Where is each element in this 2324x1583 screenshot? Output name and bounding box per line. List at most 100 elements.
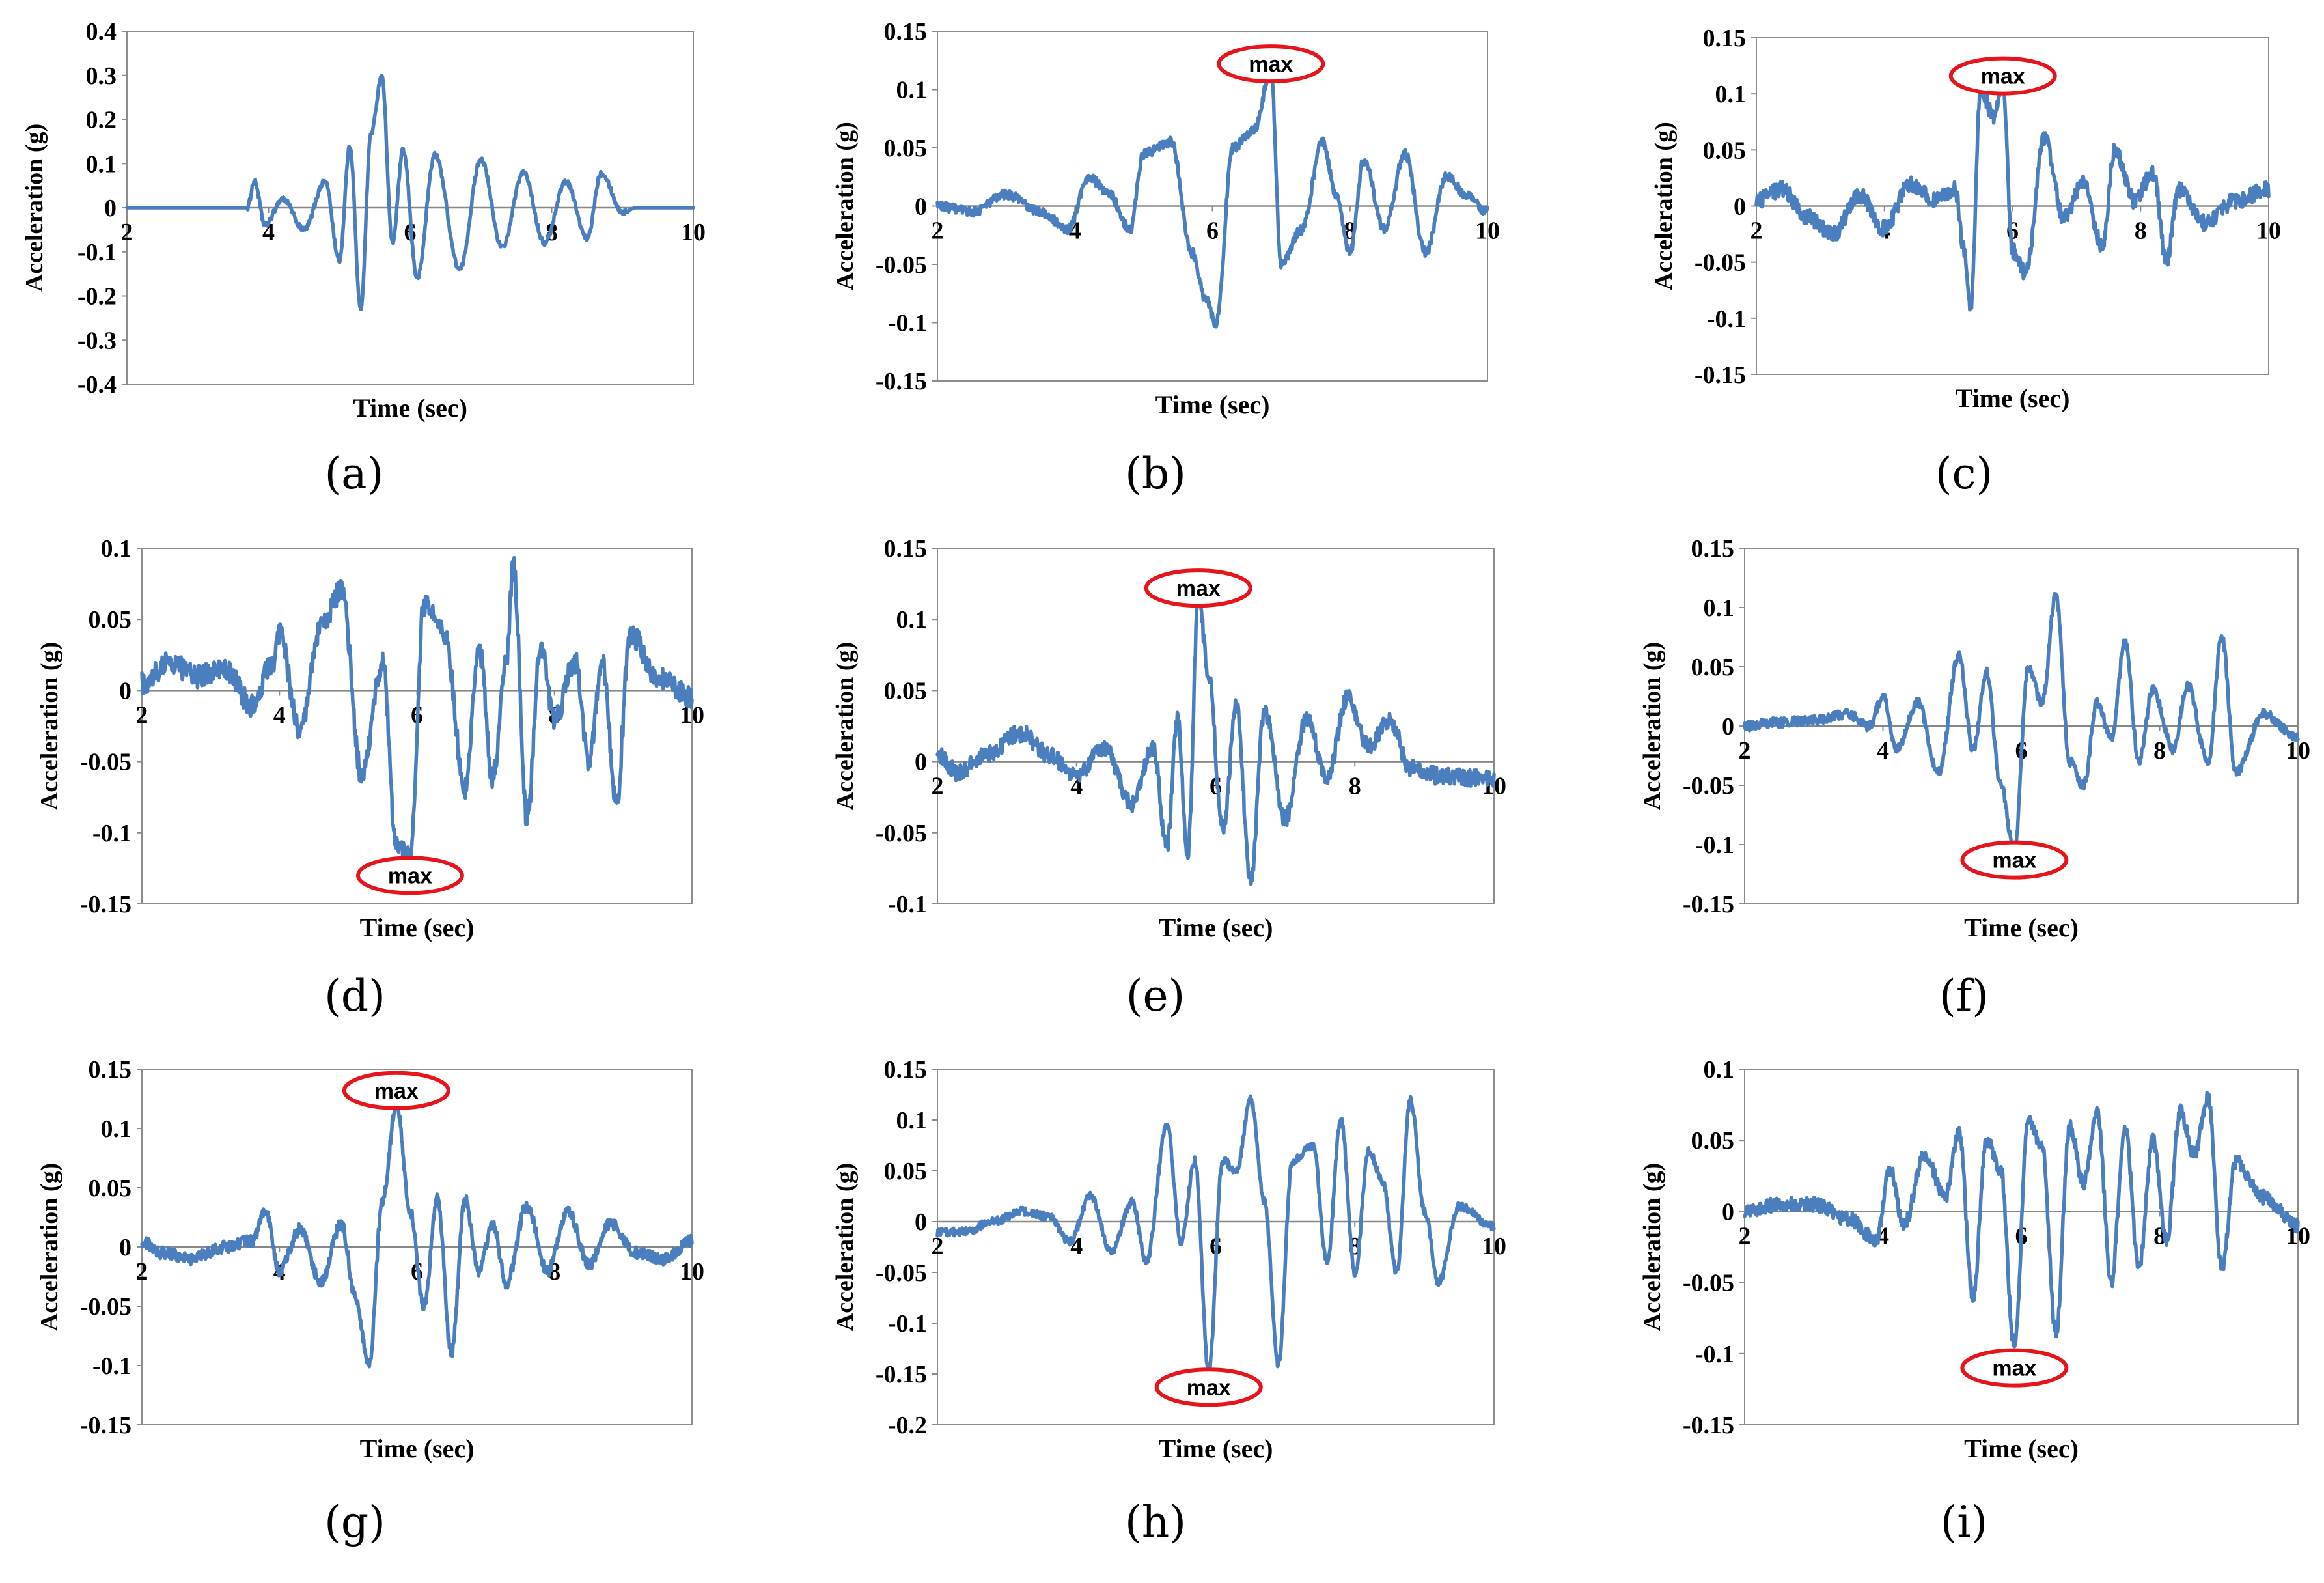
x-tick-label: 4 [273,701,286,729]
x-axis-title: Time (sec) [353,393,467,423]
x-tick-label: 10 [681,219,706,246]
x-tick-label: 2 [121,219,133,246]
y-axis-title: Acceleration (g) [831,642,859,811]
x-tick-label: 4 [1070,1233,1083,1260]
max-annotation-label: max [1981,64,2025,89]
y-tick-label: -0.4 [77,371,117,399]
y-tick-label: -0.05 [80,749,131,776]
y-tick-label: -0.15 [1683,891,1734,918]
y-axis-title: Acceleration (g) [36,642,63,811]
max-annotation-ellipse [342,1071,450,1110]
panel-caption: (d) [324,971,385,1021]
series-line-d [140,555,694,870]
x-tick-label: 10 [2256,217,2281,245]
max-annotation-ellipse [1960,1348,2069,1388]
x-tick-label: 2 [932,773,944,800]
y-tick-label: 0 [104,195,117,222]
y-tick-label: 0.1 [896,1107,928,1134]
y-tick-label: -0.05 [80,1293,131,1321]
x-tick-label: 10 [1475,217,1500,245]
chart-panel-b: 0.150.10.050-0.05-0.1-0.152 4 6 8 10maxTime … [831,18,1500,499]
panel-caption: (h) [1125,1497,1186,1547]
y-tick-label: -0.1 [1695,832,1734,859]
y-axis-title: Acceleration (g) [1639,1163,1666,1332]
max-annotation-label: max [1187,1375,1231,1400]
y-tick-label: 0.3 [86,63,117,90]
y-tick-label: -0.15 [80,1412,131,1439]
y-tick-label: 0.05 [884,135,928,162]
x-tick-label: 2 [136,701,148,729]
chart-panel-c: 0.150.10.050-0.05-0.1-0.152 4 6 8 10maxTime … [1650,25,2281,499]
chart-panel-h: 0.150.10.050-0.05-0.1-0.15-0.22 4 6 8 10maxT… [831,1056,1506,1547]
y-tick-label: 0 [1722,713,1734,740]
y-tick-label: -0.1 [1695,1341,1734,1368]
y-tick-label: -0.1 [77,239,117,266]
panel-caption: (f) [1939,971,1989,1021]
y-tick-label: -0.05 [1683,772,1734,800]
y-tick-label: 0.05 [89,606,132,634]
y-tick-label: 0.05 [884,677,928,705]
y-axis-title: Acceleration (g) [1639,642,1666,811]
y-tick-label: 0.4 [86,18,117,46]
y-axis-title: Acceleration (g) [1650,122,1678,290]
y-tick-label: -0.1 [888,891,927,918]
max-annotation-ellipse [1217,44,1325,84]
series-line-i [1743,1091,2300,1349]
max-annotation-label: max [1249,52,1293,77]
y-tick-label: -0.15 [876,368,927,395]
x-tick-label: 2 [932,1233,944,1260]
y-tick-label: -0.05 [1695,249,1746,277]
series-line-g [140,1101,694,1369]
chart-panel-f: 0.150.10.050-0.05-0.1-0.152 4 6 8 10maxTime … [1639,535,2310,1021]
y-tick-label: 0 [1734,193,1746,221]
y-tick-label: 0.05 [884,1158,928,1185]
y-tick-label: 0.05 [1691,1127,1735,1155]
max-annotation-ellipse [355,856,464,895]
y-tick-label: 0 [1722,1198,1734,1226]
panel-caption: (e) [1126,971,1185,1021]
x-tick-label: 8 [2153,737,2166,764]
x-tick-label: 8 [1349,773,1361,800]
x-axis-title: Time (sec) [1956,384,2070,413]
y-tick-label: 0.1 [896,77,928,104]
y-tick-label: 0.05 [89,1175,132,1202]
y-tick-label: 0.1 [101,535,132,563]
x-tick-label: 10 [680,1258,704,1285]
x-tick-label: 2 [136,1258,148,1285]
x-axis-title: Time (sec) [1155,390,1270,419]
max-annotation-label: max [1176,576,1221,601]
x-tick-label: 4 [1877,737,1889,764]
y-tick-label: 0.15 [884,1056,928,1084]
max-annotation-ellipse [1154,1367,1263,1407]
y-axis-title: Acceleration (g) [831,122,859,290]
y-tick-label: 0.1 [86,150,117,178]
y-tick-label: -0.15 [1683,1412,1734,1439]
y-tick-label: 0.15 [89,1056,132,1084]
max-annotation-label: max [1992,848,2036,873]
x-tick-label: 2 [932,217,944,245]
y-tick-label: 0 [915,1209,927,1236]
max-annotation-label: max [374,1079,419,1104]
y-tick-label: 0.2 [86,107,117,134]
y-tick-label: 0.15 [884,18,928,46]
x-tick-label: 2 [1750,217,1763,245]
panel-caption: (a) [325,449,384,499]
x-axis-title: Time (sec) [1964,913,2079,942]
y-tick-label: -0.15 [1695,361,1746,389]
y-tick-label: -0.3 [77,327,117,354]
y-tick-label: 0.1 [896,606,928,634]
y-tick-label: 0.1 [1704,595,1735,622]
series-line-c [1754,77,2271,312]
y-tick-label: -0.1 [92,820,131,847]
panel-caption: (g) [324,1497,385,1547]
x-tick-label: 10 [1482,1233,1506,1260]
y-tick-label: 0 [119,677,131,705]
y-tick-label: 0.05 [1691,654,1735,681]
y-tick-label: -0.1 [1707,305,1746,333]
max-annotation-label: max [388,863,432,888]
y-tick-label: 0.1 [1704,1056,1735,1084]
y-axis-title: Acceleration (g) [36,1163,63,1332]
max-annotation-ellipse [1960,840,2069,880]
